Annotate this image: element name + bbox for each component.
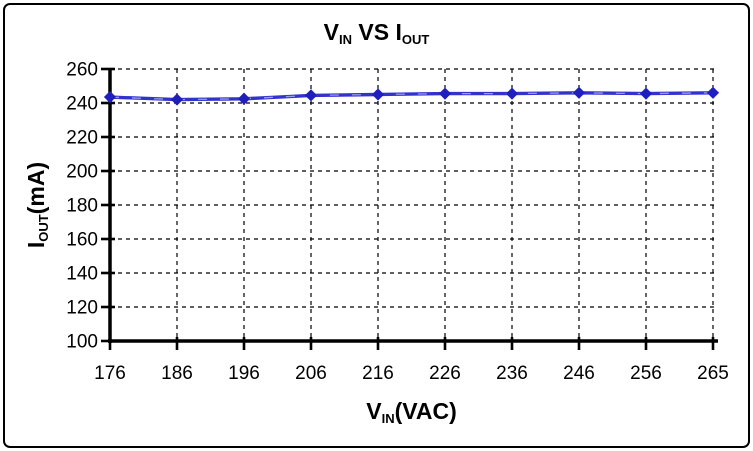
x-tick-label: 265: [697, 363, 729, 384]
data-point-marker: [170, 93, 184, 106]
x-tick-label: 236: [496, 363, 528, 384]
y-tick-label: 120: [66, 298, 98, 319]
y-tick-label: 140: [66, 264, 98, 285]
x-tick-label: 186: [161, 363, 193, 384]
y-tick-label: 160: [66, 230, 98, 251]
x-tick-label: 246: [563, 363, 595, 384]
y-tick-label: 220: [66, 128, 98, 149]
chart-title: VIN VS IOUT: [0, 19, 753, 47]
data-point-marker: [706, 86, 720, 99]
x-tick-label: 256: [630, 363, 662, 384]
y-tick-label: 260: [66, 60, 98, 81]
x-tick-label: 206: [295, 363, 327, 384]
x-tick-label: 176: [94, 363, 126, 384]
data-point-marker: [304, 89, 318, 102]
x-tick-label: 216: [362, 363, 394, 384]
data-point-marker: [639, 87, 653, 100]
y-tick-label: 100: [66, 332, 98, 353]
y-tick-label: 240: [66, 94, 98, 115]
x-tick-label: 196: [228, 363, 260, 384]
chart-title-text: VS I: [352, 19, 402, 45]
y-tick-label: 180: [66, 196, 98, 217]
y-tick-label: 200: [66, 162, 98, 183]
x-axis-title-text: V: [366, 398, 382, 424]
data-point-marker: [438, 87, 452, 100]
x-tick-label: 226: [429, 363, 461, 384]
x-axis-title-text: (VAC): [394, 398, 457, 424]
x-axis-title-subscript: IN: [381, 411, 395, 426]
chart-title-subscript: OUT: [401, 32, 430, 47]
chart-title-text: V: [323, 19, 340, 45]
data-point-marker: [371, 88, 385, 101]
data-point-marker: [103, 90, 117, 104]
data-point-marker: [505, 87, 519, 100]
data-point-marker: [572, 86, 586, 99]
data-point-marker: [237, 92, 251, 105]
data-series-line: [108, 91, 715, 102]
chart-title-subscript: IN: [339, 32, 353, 47]
x-axis-title: VIN(VAC): [110, 398, 713, 426]
